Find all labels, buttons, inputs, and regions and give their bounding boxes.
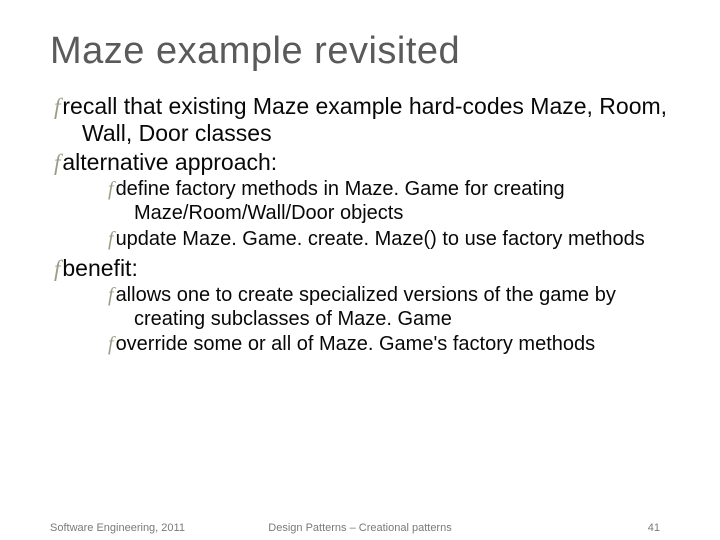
bullet-text: override some or all of Maze. Game's fac… <box>116 333 596 355</box>
bullet-text: allows one to create specialized version… <box>116 284 616 330</box>
bullet-text: recall that existing Maze example hard-c… <box>62 93 667 146</box>
bullet-list-level2: fdefine factory methods in Maze. Game fo… <box>108 178 670 251</box>
bullet-list-level2: fallows one to create specialized versio… <box>108 284 670 357</box>
list-item: f benefit: fallows one to create speciali… <box>54 255 670 357</box>
list-item: fallows one to create specialized versio… <box>108 284 670 331</box>
list-item: frecall that existing Maze example hard-… <box>54 93 670 147</box>
footer-page-number: 41 <box>648 522 660 534</box>
slide: Maze example revisited f recall that exis… <box>0 0 720 540</box>
list-item: f alternative approach: fdefine factory m… <box>54 149 670 251</box>
list-item: foverride some or all of Maze. Game's fa… <box>108 333 670 357</box>
bullet-text: benefit: <box>62 255 137 281</box>
list-item: fupdate Maze. Game. create. Maze() to us… <box>108 228 670 252</box>
bullet-text: alternative approach: <box>62 149 277 175</box>
slide-title: Maze example revisited <box>50 30 670 73</box>
bullet-icon: f <box>108 284 116 306</box>
bullet-text: define factory methods in Maze. Game for… <box>116 178 565 224</box>
bullet-icon: f <box>108 228 116 250</box>
bullet-icon: f <box>108 178 116 200</box>
list-item: fdefine factory methods in Maze. Game fo… <box>108 178 670 225</box>
bullet-text: update Maze. Game. create. Maze() to use… <box>116 228 645 250</box>
footer-center: Design Patterns – Creational patterns <box>0 522 720 534</box>
bullet-icon: f <box>108 333 116 355</box>
bullet-list-level1: f recall that existing Maze example hard-… <box>54 93 670 357</box>
